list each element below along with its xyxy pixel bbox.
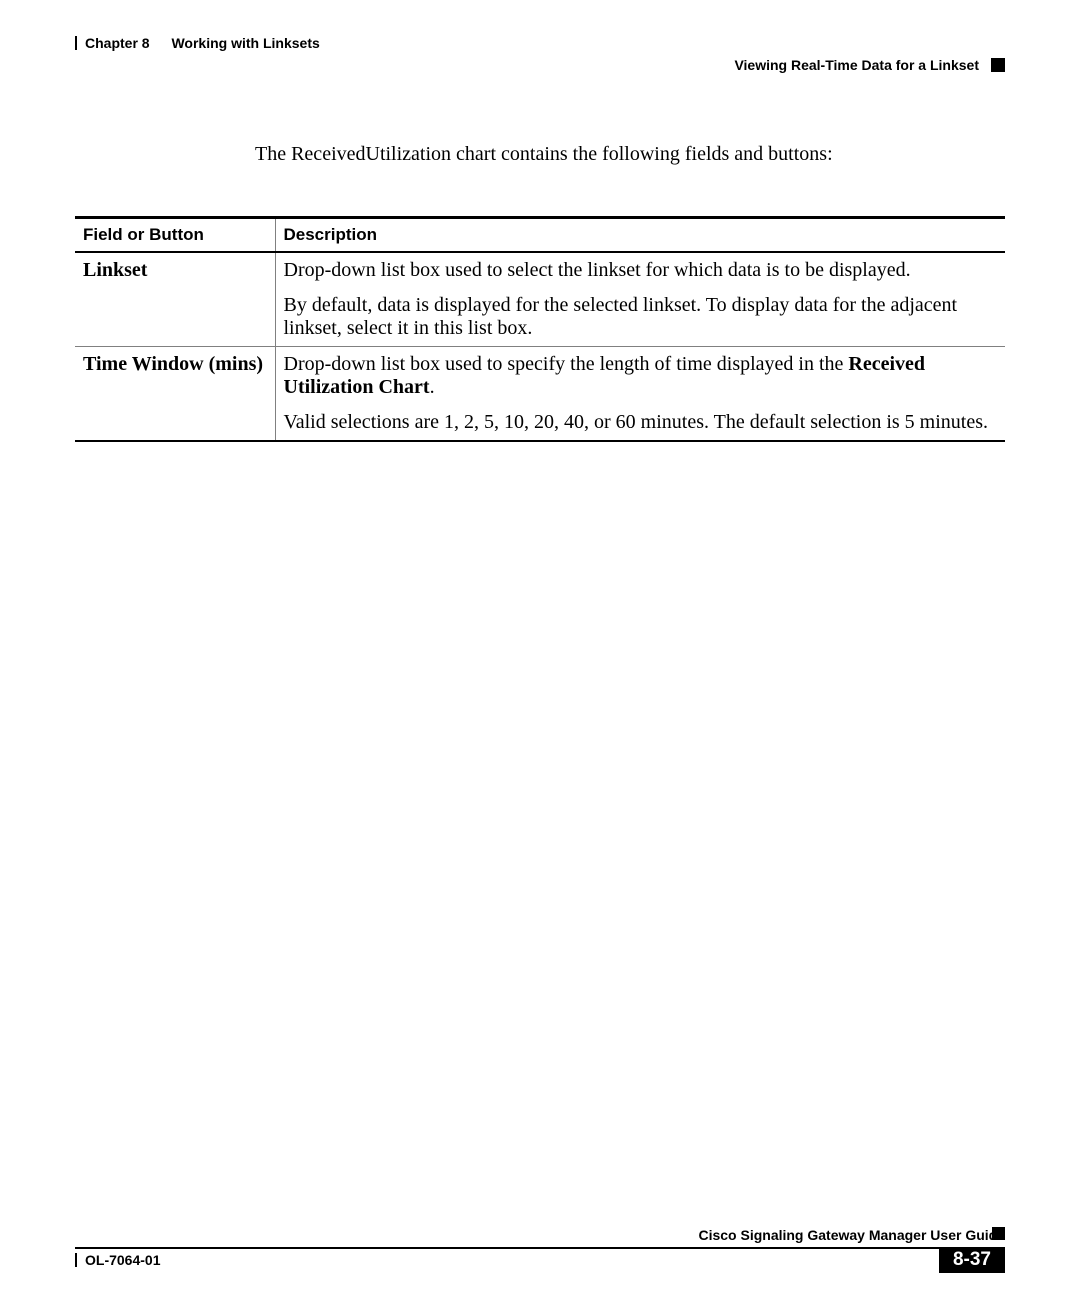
description-paragraph: Drop-down list box used to specify the l… (284, 353, 998, 399)
footer-square-icon (992, 1227, 1005, 1240)
description-paragraph: Drop-down list box used to select the li… (284, 259, 998, 282)
field-description: Drop-down list box used to select the li… (275, 252, 1005, 347)
header-row: Chapter 8 Working with Linksets (75, 35, 1005, 51)
page-number-badge: 8-37 (939, 1247, 1005, 1273)
header-mark-icon (75, 36, 77, 50)
description-paragraph: By default, data is displayed for the se… (284, 294, 998, 340)
footer-mark-icon (75, 1253, 77, 1267)
footer-guide-title: Cisco Signaling Gateway Manager User Gui… (698, 1227, 1005, 1243)
col-header-field: Field or Button (75, 218, 275, 253)
footer-rule-row: OL-7064-01 8-37 (75, 1247, 1005, 1271)
description-prefix: Drop-down list box used to specify the l… (284, 353, 849, 375)
chapter-number: Chapter 8 (85, 35, 150, 51)
footer-rule (75, 1247, 1005, 1249)
field-name: Linkset (75, 252, 275, 347)
col-header-description: Description (275, 218, 1005, 253)
section-header-row: Viewing Real-Time Data for a Linkset (75, 57, 1005, 73)
page-footer: Cisco Signaling Gateway Manager User Gui… (75, 1227, 1005, 1271)
fields-table: Field or Button Description Linkset Drop… (75, 216, 1005, 442)
chapter-title: Working with Linksets (171, 35, 319, 51)
footer-title-row: Cisco Signaling Gateway Manager User Gui… (75, 1227, 1005, 1243)
description-suffix: . (430, 376, 435, 398)
table-row: Linkset Drop-down list box used to selec… (75, 252, 1005, 347)
field-description: Drop-down list box used to specify the l… (275, 347, 1005, 442)
footer-left: OL-7064-01 (75, 1252, 160, 1268)
field-name: Time Window (mins) (75, 347, 275, 442)
chapter-line: Chapter 8 Working with Linksets (85, 35, 320, 51)
page-container: Chapter 8 Working with Linksets Viewing … (0, 0, 1080, 1311)
table-header-row: Field or Button Description (75, 218, 1005, 253)
footer-bottom-row: OL-7064-01 8-37 (75, 1247, 1005, 1273)
section-title: Viewing Real-Time Data for a Linkset (734, 57, 979, 73)
section-end-square-icon (991, 58, 1005, 72)
table-row: Time Window (mins) Drop-down list box us… (75, 347, 1005, 442)
footer-doc-id: OL-7064-01 (85, 1252, 160, 1268)
intro-paragraph: The ReceivedUtilization chart contains t… (255, 143, 1005, 166)
description-paragraph: Valid selections are 1, 2, 5, 10, 20, 40… (284, 411, 998, 434)
